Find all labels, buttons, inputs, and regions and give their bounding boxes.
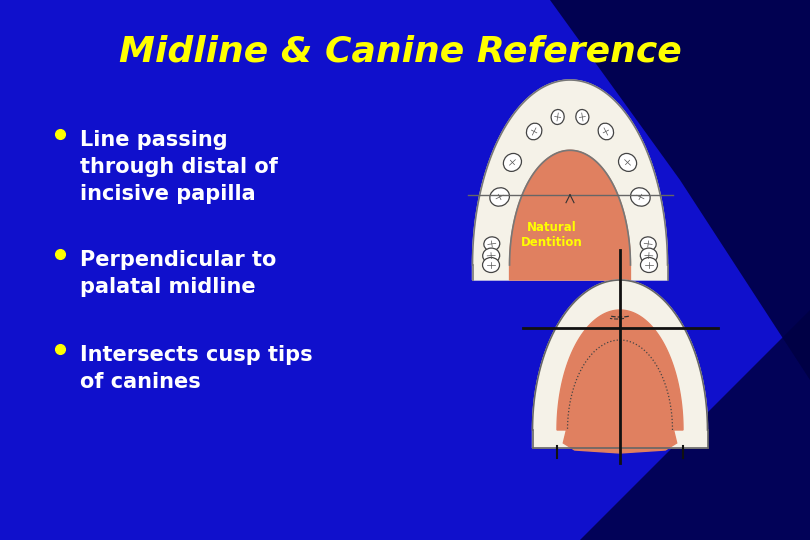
Polygon shape xyxy=(472,80,667,280)
Ellipse shape xyxy=(484,237,500,251)
Ellipse shape xyxy=(576,110,589,125)
Ellipse shape xyxy=(640,237,656,251)
Polygon shape xyxy=(509,150,630,280)
Text: Natural
Dentition: Natural Dentition xyxy=(521,221,583,249)
Ellipse shape xyxy=(551,110,565,125)
Ellipse shape xyxy=(483,248,500,263)
Ellipse shape xyxy=(526,123,542,140)
Polygon shape xyxy=(580,310,810,540)
Text: Midline & Canine Reference: Midline & Canine Reference xyxy=(118,35,681,69)
Ellipse shape xyxy=(598,123,613,140)
Text: Intersects cusp tips
of canines: Intersects cusp tips of canines xyxy=(80,345,313,392)
Ellipse shape xyxy=(619,153,637,171)
Polygon shape xyxy=(532,280,707,448)
Ellipse shape xyxy=(490,188,509,206)
Ellipse shape xyxy=(630,188,650,206)
Text: Line passing
through distal of
incisive papilla: Line passing through distal of incisive … xyxy=(80,130,278,205)
Polygon shape xyxy=(557,310,683,453)
Ellipse shape xyxy=(641,258,658,273)
Ellipse shape xyxy=(641,248,658,263)
Text: Perpendicular to
palatal midline: Perpendicular to palatal midline xyxy=(80,250,276,297)
Polygon shape xyxy=(550,0,810,380)
Ellipse shape xyxy=(503,153,522,171)
Ellipse shape xyxy=(483,258,500,273)
